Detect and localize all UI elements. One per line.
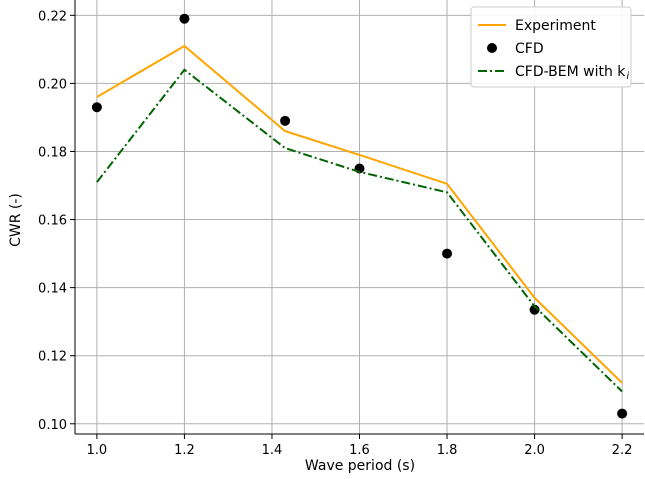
legend-label-cfd: CFD — [515, 41, 544, 57]
legend-label-cfd-bem-sep: i — [626, 71, 629, 82]
x-tick-label-4: 1.8 — [437, 443, 458, 458]
y-tick-label-5: 0.20 — [38, 77, 67, 92]
x-tick-label-1: 1.2 — [174, 443, 195, 458]
legend: Experiment CFD CFD-BEM with ki — [470, 6, 632, 88]
x-tick-label-3: 1.6 — [349, 443, 370, 458]
cfd-point-0 — [91, 102, 102, 113]
y-axis-label: CWR (-) — [8, 193, 24, 247]
cfd-point-5 — [529, 304, 540, 315]
cfd-point-2 — [280, 115, 291, 126]
legend-label-cfd-bem: CFD-BEM with ki — [515, 64, 629, 82]
cfd-point-1 — [179, 13, 190, 24]
y-tick-label-0: 0.10 — [38, 418, 67, 433]
ticks: 1.0 1.2 1.4 1.6 1.8 2.0 2.2 0.10 0.12 0.14 0.16 0.1… — [38, 9, 632, 458]
x-tick-label-5: 2.0 — [524, 443, 545, 458]
y-tick-label-2: 0.14 — [38, 282, 67, 297]
x-axis-label: Wave period (s) — [305, 458, 415, 474]
x-tick-label-0: 1.0 — [87, 443, 108, 458]
x-tick-label-6: 2.2 — [612, 443, 633, 458]
cfd-bem-line — [96, 68, 623, 393]
y-tick-label-6: 0.22 — [38, 9, 67, 24]
series-layer — [91, 13, 628, 419]
cfd-point-4 — [442, 248, 453, 259]
legend-swatch-cfd — [487, 43, 497, 53]
legend-label-experiment: Experiment — [515, 18, 596, 34]
x-tick-label-2: 1.4 — [262, 443, 283, 458]
experiment-line — [96, 44, 623, 384]
y-tick-label-4: 0.18 — [38, 145, 67, 160]
y-tick-label-1: 0.12 — [38, 350, 67, 365]
legend-frame — [470, 6, 632, 88]
y-tick-label-3: 0.16 — [38, 214, 67, 229]
legend-label-cfd-bem-main: CFD-BEM with k — [515, 64, 626, 80]
cfd-point-6 — [617, 408, 628, 419]
